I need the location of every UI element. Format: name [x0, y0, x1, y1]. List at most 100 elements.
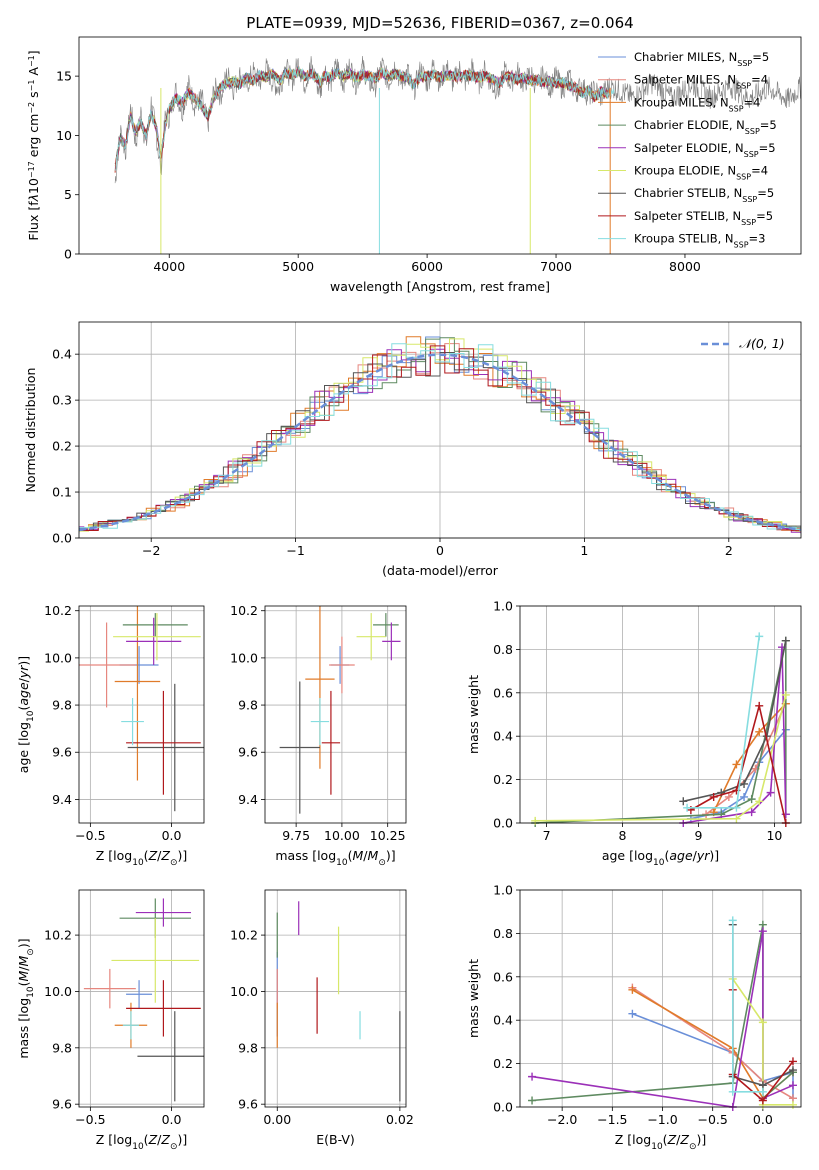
x-tick-label: 5000: [282, 259, 314, 274]
y-tick-label: 1.0: [493, 599, 513, 614]
y-tick-label: 0: [64, 247, 72, 262]
mass-weight-marker: [758, 927, 767, 936]
gaussian-legend-label: 𝒩(0, 1): [739, 336, 785, 351]
mass-weight-marker: [628, 985, 637, 994]
mass-weight-marker: [732, 814, 741, 823]
x-tick-label: 10.00: [324, 828, 360, 843]
mass-weight-marker: [758, 1018, 767, 1027]
x-tick-label: 4000: [153, 259, 185, 274]
y-axis-label: age [log10(age/yr)]: [16, 656, 36, 773]
mass-weight-marker: [755, 701, 764, 710]
mass-weight-marker: [709, 792, 718, 801]
y-tick-label: 0.6: [493, 685, 513, 700]
x-tick-label: −0.5: [698, 1112, 728, 1127]
x-tick-label: 0: [436, 543, 444, 558]
x-tick-label: 10: [766, 828, 782, 843]
age-vs-mass-plot: 9.75 10.00 10.25 9.4 9.6 9.8 10.0 10.2 mass [log…: [230, 603, 407, 868]
mass-weight-line: [732, 978, 793, 1106]
x-axis-label: (data-model)/error: [382, 563, 499, 578]
y-tick-label: 0.4: [493, 729, 513, 744]
x-tick-label: −1: [286, 543, 304, 558]
x-tick-label: 0.0: [753, 1112, 773, 1127]
y-tick-label: 0.0: [493, 1100, 513, 1115]
mass-weight-marker: [755, 797, 764, 806]
x-tick-label: 8: [619, 828, 627, 843]
spectrum-legend: Chabrier MILES, NSSP=5 Salpeter MILES, NS…: [598, 50, 777, 249]
mass-weight-marker: [728, 916, 737, 925]
mass-weight-marker: [781, 636, 790, 645]
x-tick-label: 0.0: [162, 1112, 182, 1127]
y-tick-label: 0.4: [52, 347, 72, 362]
x-axis-label: Z [log10(Z/Z⊙)]: [96, 848, 188, 868]
mass-weight-marker: [766, 788, 775, 797]
y-axis-label: Normed distribution: [23, 368, 38, 493]
y-tick-label: 0.3: [52, 393, 72, 408]
y-tick-label: 9.4: [52, 792, 72, 807]
x-tick-label: 0.02: [386, 1112, 414, 1127]
y-tick-label: 0.0: [493, 816, 513, 831]
mass-vs-reddening-plot: 0.00 0.02 9.6 9.8 10.0 10.2 E(B-V): [230, 889, 414, 1147]
x-tick-label: 9.75: [282, 828, 310, 843]
x-tick-label: 10.25: [370, 828, 406, 843]
mass-weight-marker: [732, 760, 741, 769]
mass-weight-marker: [679, 797, 688, 806]
y-tick-label: 10.0: [230, 650, 258, 665]
y-tick-label: 10.2: [230, 603, 258, 618]
mass-weight-marker: [747, 808, 756, 817]
mass-weight-marker: [755, 727, 764, 736]
legend-label: Salpeter ELODIE, NSSP=5: [634, 141, 776, 159]
x-tick-label: −2: [142, 543, 160, 558]
x-tick-label: 7000: [540, 259, 572, 274]
mass-weight-lines: [528, 916, 797, 1111]
y-tick-label: 9.4: [238, 792, 258, 807]
mass-weight-line: [535, 694, 787, 822]
mass-weight-line: [687, 636, 760, 809]
y-tick-label: 9.6: [238, 745, 258, 760]
mass-weight-line: [631, 986, 794, 1099]
x-axis-label: age [log10(age/yr)]: [602, 848, 719, 868]
axes-frame: [78, 36, 802, 255]
age-vs-metallicity-plot: −0.5 0.0 9.4 9.6 9.8 10.0 10.2 Z [log10(Z/Z⊙)] a…: [16, 603, 205, 868]
y-axis-label: mass weight: [466, 675, 481, 754]
y-tick-label: 15: [56, 69, 72, 84]
mass-weight-line: [535, 640, 787, 824]
errorbar-group: [276, 901, 401, 1102]
y-axis-label: mass weight: [466, 959, 481, 1038]
x-tick-label: −2.0: [547, 1112, 577, 1127]
mass-weight-vs-metallicity-plot: −2.0 −1.5 −1.0 −0.5 0.0 0.0 0.2 0.4 0.6 0.8 1.0 Z […: [466, 883, 802, 1152]
y-tick-label: 0.2: [493, 1056, 513, 1071]
errorbar-group: [79, 606, 204, 812]
x-axis-label: wavelength [Angstrom, rest frame]: [330, 279, 550, 294]
x-tick-label: −1.5: [597, 1112, 627, 1127]
axes-frame: [519, 605, 802, 824]
x-axis-label: E(B-V): [316, 1132, 355, 1147]
mass-weight-marker: [528, 1096, 537, 1105]
histogram-step-line: [79, 338, 801, 532]
x-tick-label: −0.5: [75, 828, 105, 843]
mass-weight-marker: [728, 1087, 737, 1096]
x-tick-label: 2: [725, 543, 733, 558]
axes-frame: [264, 889, 407, 1108]
mass-vs-metallicity-plot: −0.5 0.0 9.6 9.8 10.0 10.2 Z [log10(Z/Z⊙)] mass…: [16, 889, 205, 1152]
x-tick-label: 0.00: [263, 1112, 291, 1127]
x-tick-label: 1: [580, 543, 588, 558]
y-tick-label: 0.6: [493, 969, 513, 984]
legend-label: Kroupa STELIB, NSSP=3: [634, 232, 765, 250]
mass-weight-marker: [732, 803, 741, 812]
histogram-step-line: [79, 352, 801, 534]
y-tick-label: 0.8: [493, 642, 513, 657]
y-tick-label: 9.8: [52, 698, 72, 713]
residual-histogram-plot: −2 −1 0 1 2 0.0 0.1 0.2 0.3 0.4 (data-model)/error…: [23, 321, 802, 578]
y-tick-label: 0.2: [52, 439, 72, 454]
y-axis-label: mass [log10(M/M⊙)]: [16, 938, 36, 1058]
figure-title: PLATE=0939, MJD=52636, FIBERID=0367, z=0…: [246, 14, 633, 32]
gaussian-curve: [79, 353, 801, 532]
x-tick-label: −0.5: [75, 1112, 105, 1127]
mass-weight-marker: [724, 792, 733, 801]
mass-weight-marker: [788, 1081, 797, 1090]
histogram-steps: [79, 336, 801, 534]
axes-frame: [78, 889, 205, 1108]
spectrum-plot: 4000 5000 6000 7000 8000 0 5 10 15 wavelength [An…: [26, 36, 802, 294]
mass-weight-marker: [758, 1087, 767, 1096]
